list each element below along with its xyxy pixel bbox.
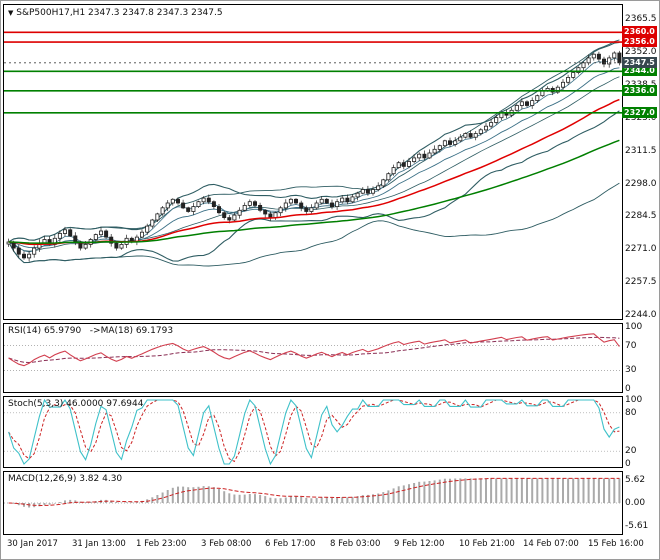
- macd-panel: [3, 471, 623, 535]
- price-axis-tick: 2271.0: [625, 244, 657, 255]
- symbol-ohlc-text: S&P500H17,H1 2347.3 2347.8 2347.3 2347.5: [16, 8, 223, 18]
- rsi-axis-tick: 0: [625, 384, 631, 394]
- support-price-tag: 2336.0: [622, 84, 657, 96]
- stoch-axis-tick: 80: [625, 407, 637, 418]
- rsi-axis-tick: 70: [625, 340, 637, 351]
- price-axis-tick: 2257.5: [625, 277, 657, 288]
- current-price-tag: 2347.5: [622, 56, 657, 68]
- price-axis-tick: 2365.5: [625, 13, 657, 24]
- macd-axis-tick: -5.61: [625, 520, 649, 531]
- rsi-panel: [3, 323, 623, 393]
- support-price-tag: 2327.0: [622, 106, 657, 118]
- time-axis-label: 8 Feb 03:00: [330, 539, 381, 549]
- macd-axis-tick: 0.00: [625, 498, 646, 508]
- stoch-axis-tick: 20: [625, 446, 637, 457]
- stoch-axis-tick: 100: [625, 395, 643, 405]
- time-axis-label: 6 Feb 17:00: [265, 539, 316, 549]
- price-axis-tick: 2338.5: [625, 80, 657, 90]
- time-axis-label: 14 Feb 07:00: [523, 539, 579, 549]
- stoch-axis-tick: 0: [625, 459, 631, 469]
- rsi-ma-value-text: ->MA(18) 69.1793: [89, 326, 174, 336]
- macd-label: MACD(12,26,9) 3.82 4.30: [8, 474, 122, 484]
- price-chart-panel: [3, 4, 623, 320]
- time-axis-label: 15 Feb 16:00: [588, 539, 644, 549]
- stoch-value-text: Stoch(5,3,3) 46.0000 97.6944: [8, 399, 144, 409]
- price-axis-tick: 2298.0: [625, 178, 657, 189]
- rsi-axis-tick: 30: [625, 365, 637, 376]
- rsi-axis-tick: 100: [625, 322, 643, 332]
- resistance-price-tag: 2356.0: [622, 36, 657, 48]
- time-axis-label: 31 Jan 13:00: [72, 539, 126, 549]
- macd-chart[interactable]: [4, 472, 622, 534]
- time-axis-label: 1 Feb 23:00: [136, 539, 187, 549]
- rsi-chart[interactable]: [4, 324, 622, 392]
- chart-menu-triangle-icon[interactable]: ▼: [8, 9, 14, 17]
- time-axis-label: 9 Feb 12:00: [394, 539, 445, 549]
- price-axis-tick: 2244.0: [625, 310, 657, 321]
- time-axis-label: 10 Feb 21:00: [459, 539, 515, 549]
- candlestick-chart[interactable]: [4, 5, 622, 319]
- rsi-label: RSI(14) 65.9790 ->MA(18) 69.1793: [8, 326, 173, 336]
- symbol-ohlc-label: ▼ S&P500H17,H1 2347.3 2347.8 2347.3 2347…: [8, 8, 223, 18]
- price-axis-tick: 2352.0: [625, 46, 657, 57]
- macd-value-text: MACD(12,26,9) 3.82 4.30: [8, 474, 123, 484]
- stochastic-chart[interactable]: [4, 397, 622, 467]
- price-axis-tick: 2284.5: [625, 211, 657, 222]
- stoch-panel: [3, 396, 623, 468]
- resistance-price-tag: 2360.0: [622, 26, 657, 38]
- macd-axis-tick: 5.62: [625, 475, 646, 486]
- price-axis-tick: 2311.5: [625, 145, 657, 156]
- time-axis-label: 30 Jan 2017: [7, 539, 58, 549]
- stoch-label: Stoch(5,3,3) 46.0000 97.6944: [8, 399, 143, 409]
- support-price-tag: 2344.0: [622, 65, 657, 77]
- time-axis-label: 3 Feb 08:00: [201, 539, 252, 549]
- rsi-value-text: RSI(14) 65.9790: [8, 326, 82, 336]
